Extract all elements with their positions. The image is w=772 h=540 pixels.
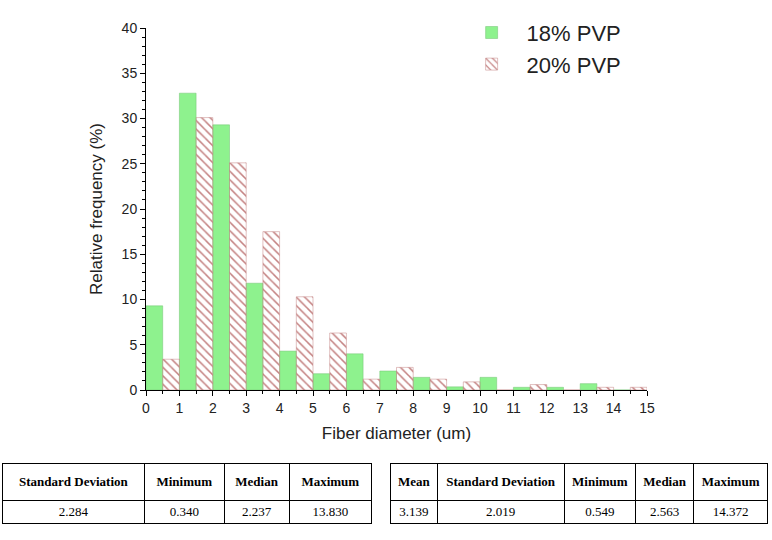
svg-text:20% PVP: 20% PVP [527, 53, 621, 78]
svg-text:3: 3 [242, 400, 250, 416]
html-text:Maximum: Maximum [701, 474, 760, 490]
html-text:13.830: 13.830 [312, 504, 349, 519]
svg-text:18% PVP: 18% PVP [527, 21, 621, 46]
svg-text:Fiber diameter (um): Fiber diameter (um) [322, 424, 471, 443]
svg-text:6: 6 [343, 400, 351, 416]
html-text:Standard Deviation: Standard Deviation [19, 474, 128, 490]
svg-text:5: 5 [129, 337, 137, 353]
svg-text:14: 14 [606, 400, 622, 416]
svg-text:4: 4 [276, 400, 284, 416]
svg-text:0: 0 [129, 382, 137, 398]
html-text:Maximum: Maximum [301, 474, 360, 490]
svg-text:2: 2 [209, 400, 217, 416]
svg-text:12: 12 [539, 400, 555, 416]
html-text:2.563: 2.563 [650, 504, 680, 519]
svg-text:15: 15 [122, 246, 138, 262]
html-text:0.549: 0.549 [585, 504, 615, 519]
svg-text:7: 7 [376, 400, 384, 416]
html-text:2.019: 2.019 [486, 504, 516, 519]
html-text:Standard Deviation: Standard Deviation [446, 474, 555, 490]
html-text:Mean: Mean [398, 474, 430, 490]
svg-text:30: 30 [122, 110, 138, 126]
svg-text:1: 1 [176, 400, 184, 416]
html-text:2.237: 2.237 [242, 504, 272, 519]
svg-text:25: 25 [122, 156, 138, 172]
svg-text:Relative frequency (%): Relative frequency (%) [87, 123, 106, 295]
svg-text:10: 10 [122, 291, 138, 307]
html-text:Median: Median [235, 474, 278, 490]
svg-text:35: 35 [122, 65, 138, 81]
html-text:3.139: 3.139 [399, 504, 429, 519]
html-text:Minimum: Minimum [156, 474, 213, 490]
svg-text:0: 0 [142, 400, 150, 416]
svg-text:10: 10 [472, 400, 488, 416]
html-text:14.372: 14.372 [712, 504, 749, 519]
svg-text:8: 8 [409, 400, 417, 416]
svg-text:40: 40 [122, 20, 138, 36]
svg-text:13: 13 [572, 400, 588, 416]
html-text:Median: Median [643, 474, 686, 490]
html-text:0.340: 0.340 [169, 504, 199, 519]
svg-text:5: 5 [309, 400, 317, 416]
svg-text:15: 15 [639, 400, 655, 416]
svg-text:11: 11 [506, 400, 521, 416]
html-text:Minimum: Minimum [572, 474, 628, 490]
svg-text:20: 20 [122, 201, 138, 217]
svg-text:9: 9 [443, 400, 451, 416]
html-text:2.284: 2.284 [58, 504, 88, 519]
